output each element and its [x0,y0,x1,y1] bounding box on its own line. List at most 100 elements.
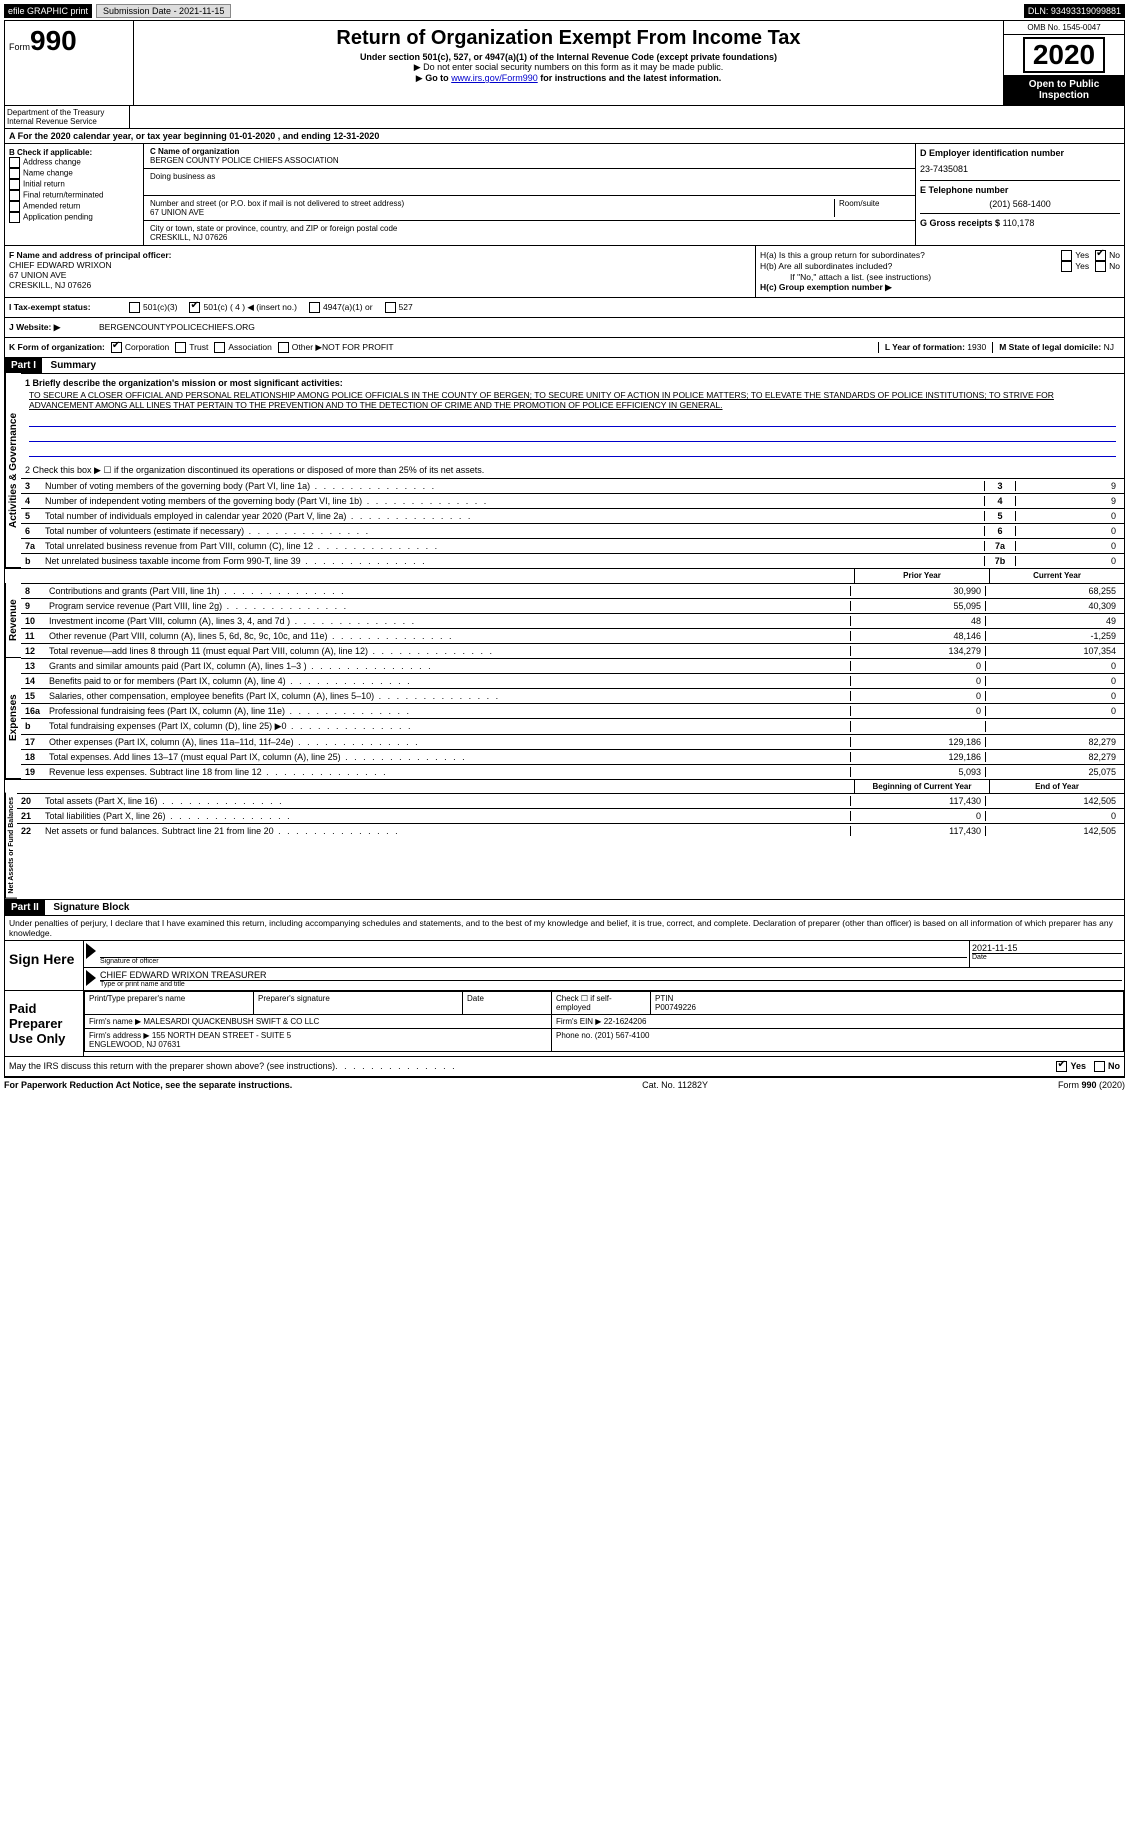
hb-label: H(b) Are all subordinates included? [760,261,1061,272]
note-ssn: Do not enter social security numbers on … [138,62,999,73]
room-label: Room/suite [834,199,909,217]
column-d: D Employer identification number 23-7435… [916,144,1124,245]
k-other: NOT FOR PROFIT [322,342,394,353]
ein-value: 23-7435081 [920,158,1120,180]
firm-name: MALESARDI QUACKENBUSH SWIFT & CO LLC [143,1017,319,1026]
check-self: Check ☐ if self-employed [552,991,651,1014]
department: Department of the Treasury Internal Reve… [5,106,130,128]
prior-year-header: Prior Year [854,569,989,583]
part2-title: Signature Block [47,902,129,913]
row-i: I Tax-exempt status: 501(c)(3) 501(c) ( … [5,297,1124,317]
part1-header: Part I [5,358,42,373]
b-label: B Check if applicable: [9,148,139,157]
ptin-value: P00749226 [655,1003,696,1012]
org-name: BERGEN COUNTY POLICE CHIEFS ASSOCIATION [150,156,909,165]
c-name-label: C Name of organization [150,147,909,156]
open-public: Open to Public Inspection [1004,75,1124,105]
officer-street: 67 UNION AVE [9,270,751,280]
section-bcd: B Check if applicable: Address change Na… [5,144,1124,245]
summary-line: 6Total number of volunteers (estimate if… [21,523,1124,538]
dba-label: Doing business as [150,172,909,181]
footer-mid: Cat. No. 11282Y [642,1080,708,1090]
d-label: D Employer identification number [920,148,1120,158]
paid-preparer-label: Paid Preparer Use Only [5,991,84,1056]
b-item: Application pending [9,212,139,223]
arrow-icon [86,943,96,959]
summary-line: 12Total revenue—add lines 8 through 11 (… [21,643,1124,658]
summary-line: bTotal fundraising expenses (Part IX, co… [21,718,1124,734]
f-label: F Name and address of principal officer: [9,250,751,260]
ha-label: H(a) Is this a group return for subordin… [760,250,1061,261]
g-label: G Gross receipts $ [920,218,1000,228]
paid-preparer-block: Paid Preparer Use Only Print/Type prepar… [5,990,1124,1056]
omb-number: OMB No. 1545-0047 [1004,21,1124,35]
prep-sig-label: Preparer's signature [254,991,463,1014]
end-year-header: End of Year [989,780,1124,794]
form-title: Return of Organization Exempt From Incom… [138,27,999,50]
summary-line: 4Number of independent voting members of… [21,493,1124,508]
line2: 2 Check this box ▶ ☐ if the organization… [21,463,1124,478]
submission-date[interactable]: Submission Date - 2021-11-15 [96,4,231,18]
summary-line: 11Other revenue (Part VIII, column (A), … [21,628,1124,643]
summary-line: 13Grants and similar amounts paid (Part … [21,658,1124,673]
arrow-icon [86,970,96,986]
section-fh: F Name and address of principal officer:… [5,245,1124,297]
side-revenue: Revenue [5,583,21,658]
title-block: Form990 Return of Organization Exempt Fr… [5,21,1124,106]
city-value: CRESKILL, NJ 07626 [150,233,909,242]
column-f: F Name and address of principal officer:… [5,246,756,297]
footer-left: For Paperwork Reduction Act Notice, see … [4,1080,292,1090]
irs-link[interactable]: www.irs.gov/Form990 [451,73,538,83]
b-item: Name change [9,168,139,179]
tax-year: 2020 [1023,37,1105,73]
b-item: Initial return [9,179,139,190]
name-title-label: Type or print name and title [100,980,1122,988]
summary-line: 3Number of voting members of the governi… [21,478,1124,493]
current-year-header: Current Year [989,569,1124,583]
summary-expenses: Expenses 13Grants and similar amounts pa… [5,658,1124,779]
dln-label: DLN: 93493319099881 [1024,4,1125,18]
summary-line: 21Total liabilities (Part X, line 26)00 [17,808,1124,823]
street-label: Number and street (or P.O. box if mail i… [150,199,834,208]
may-irs-row: May the IRS discuss this return with the… [5,1056,1124,1076]
summary-revenue: Revenue 8Contributions and grants (Part … [5,583,1124,658]
sig-officer-label: Signature of officer [100,957,967,965]
blank-line [29,444,1116,457]
gross-receipts: 110,178 [1003,218,1035,228]
summary-line: bNet unrelated business taxable income f… [21,553,1124,568]
summary-line: 20Total assets (Part X, line 16)117,4301… [17,793,1124,808]
summary-line: 22Net assets or fund balances. Subtract … [17,823,1124,838]
website-value: BERGENCOUNTYPOLICECHIEFS.ORG [99,322,255,333]
column-c: C Name of organization BERGEN COUNTY POL… [144,144,916,245]
may-irs-text: May the IRS discuss this return with the… [9,1061,335,1072]
column-b: B Check if applicable: Address change Na… [5,144,144,245]
firm-phone: (201) 567-4100 [595,1031,650,1040]
b-item: Amended return [9,201,139,212]
summary-line: 5Total number of individuals employed in… [21,508,1124,523]
summary-line: 19Revenue less expenses. Subtract line 1… [21,764,1124,779]
part2-header-row: Part II Signature Block [5,899,1124,915]
form-word: Form [9,42,30,52]
penalties-text: Under penalties of perjury, I declare th… [5,915,1124,940]
summary-line: 9Program service revenue (Part VIII, lin… [21,598,1124,613]
prep-date-label: Date [463,991,552,1014]
i-label: I Tax-exempt status: [9,302,129,313]
side-net: Net Assets or Fund Balances [5,793,17,899]
form-container: Form990 Return of Organization Exempt Fr… [4,20,1125,1077]
top-header: efile GRAPHIC print Submission Date - 20… [4,4,1125,18]
summary-line: 8Contributions and grants (Part VIII, li… [21,583,1124,598]
sign-here-block: Sign Here Signature of officer 2021-11-1… [5,940,1124,990]
sig-date: 2021-11-15 [972,943,1122,953]
firm-ein: 22-1624206 [604,1017,647,1026]
footer-right: Form 990 (2020) [1058,1080,1125,1090]
net-header: x Beginning of Current Year End of Year [5,779,1124,794]
part1-title: Summary [45,360,97,371]
b-item: Address change [9,157,139,168]
j-label: J Website: ▶ [9,322,99,333]
blank-line [29,414,1116,427]
summary-line: 16aProfessional fundraising fees (Part I… [21,703,1124,718]
b-item: Final return/terminated [9,190,139,201]
begin-year-header: Beginning of Current Year [854,780,989,794]
page-footer: For Paperwork Reduction Act Notice, see … [4,1077,1125,1092]
summary-line: 18Total expenses. Add lines 13–17 (must … [21,749,1124,764]
